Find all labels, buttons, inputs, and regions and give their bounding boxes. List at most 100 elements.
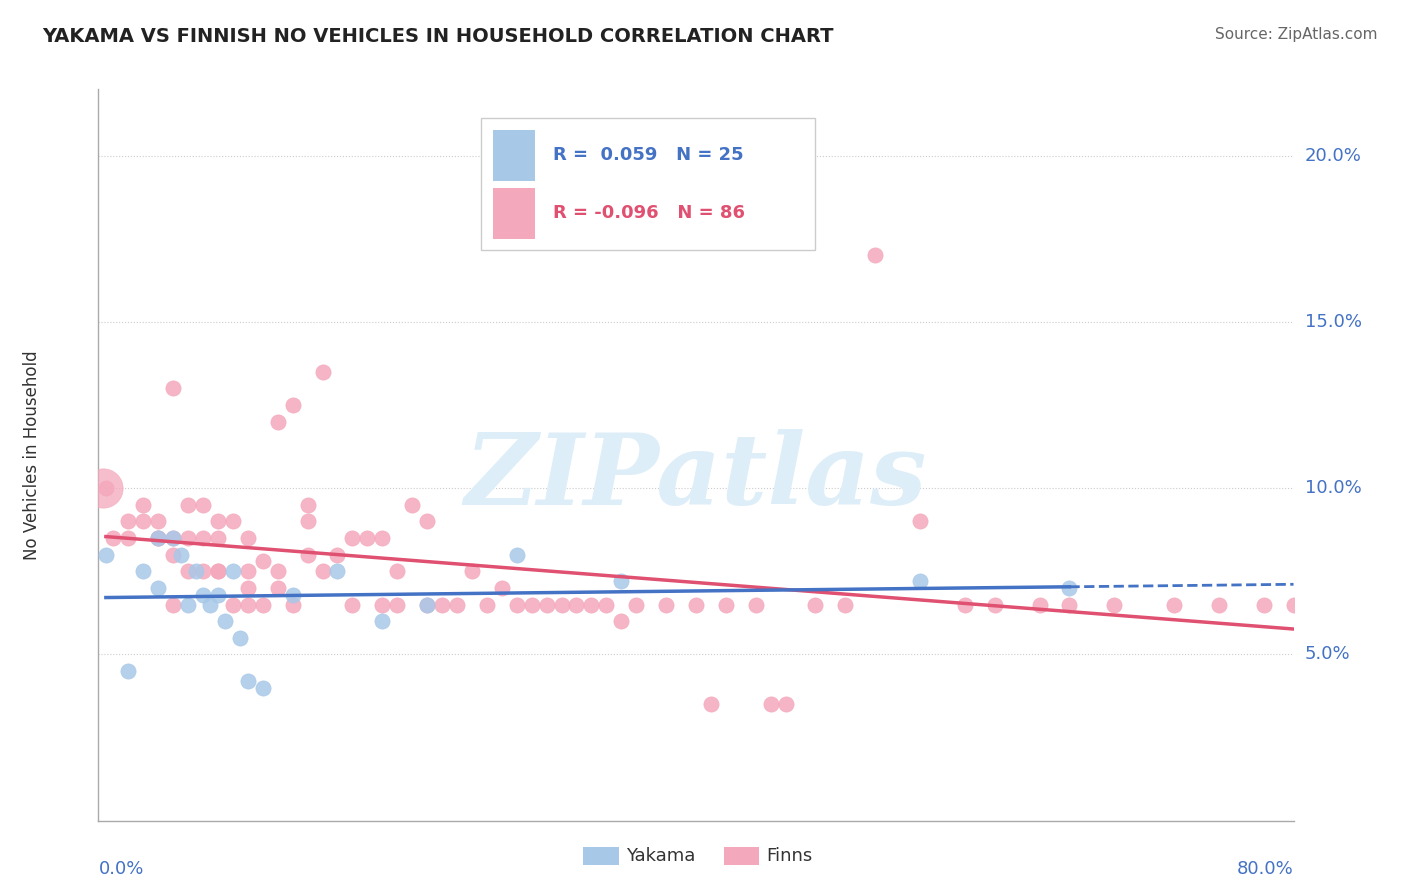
Point: [326, 564, 349, 578]
Point: [94, 548, 117, 562]
FancyBboxPatch shape: [494, 187, 534, 239]
Point: [1163, 598, 1185, 612]
Point: [759, 698, 782, 712]
Point: [491, 581, 513, 595]
FancyBboxPatch shape: [494, 129, 534, 181]
Point: [191, 498, 214, 512]
Point: [252, 598, 274, 612]
Point: [267, 415, 290, 429]
Point: [207, 564, 229, 578]
Point: [169, 548, 191, 562]
Text: ZIPatlas: ZIPatlas: [465, 429, 927, 525]
Point: [207, 588, 229, 602]
Point: [281, 398, 304, 412]
Text: Yakama: Yakama: [626, 847, 695, 865]
Point: [581, 598, 603, 612]
Point: [565, 598, 588, 612]
Point: [834, 598, 856, 612]
Point: [610, 574, 633, 589]
Point: [222, 515, 245, 529]
Point: [177, 531, 200, 545]
Point: [162, 531, 184, 545]
Point: [207, 531, 229, 545]
Point: [236, 598, 259, 612]
Point: [908, 574, 931, 589]
Point: [252, 554, 274, 568]
Point: [132, 515, 155, 529]
Point: [117, 515, 139, 529]
Point: [311, 564, 333, 578]
Point: [700, 698, 723, 712]
Point: [371, 531, 394, 545]
Point: [908, 515, 931, 529]
Point: [430, 598, 453, 612]
Point: [865, 248, 887, 262]
Point: [506, 548, 529, 562]
Point: [1059, 581, 1081, 595]
Text: 80.0%: 80.0%: [1237, 860, 1294, 878]
Point: [148, 581, 170, 595]
Text: Source: ZipAtlas.com: Source: ZipAtlas.com: [1215, 27, 1378, 42]
Point: [342, 598, 364, 612]
Point: [461, 564, 484, 578]
Text: R =  0.059   N = 25: R = 0.059 N = 25: [553, 146, 744, 164]
Text: R = -0.096   N = 86: R = -0.096 N = 86: [553, 204, 745, 222]
Point: [132, 498, 155, 512]
Point: [236, 673, 259, 688]
Point: [342, 531, 364, 545]
Point: [371, 598, 394, 612]
Point: [984, 598, 1007, 612]
Point: [401, 498, 423, 512]
Point: [416, 598, 439, 612]
Point: [714, 598, 737, 612]
Point: [148, 531, 170, 545]
Point: [311, 365, 333, 379]
Point: [610, 614, 633, 628]
Point: [177, 564, 200, 578]
Point: [117, 664, 139, 678]
Point: [191, 564, 214, 578]
Point: [520, 598, 543, 612]
Point: [297, 548, 319, 562]
Point: [177, 598, 200, 612]
FancyBboxPatch shape: [481, 119, 815, 250]
Point: [506, 598, 529, 612]
Text: 10.0%: 10.0%: [1305, 479, 1361, 497]
Point: [162, 598, 184, 612]
Text: 0.0%: 0.0%: [98, 860, 143, 878]
Point: [162, 531, 184, 545]
Point: [595, 598, 617, 612]
Point: [1059, 598, 1081, 612]
Point: [745, 598, 768, 612]
Point: [162, 548, 184, 562]
Point: [536, 598, 558, 612]
Point: [297, 498, 319, 512]
Point: [236, 581, 259, 595]
Point: [475, 598, 498, 612]
Point: [804, 598, 827, 612]
Point: [626, 598, 648, 612]
Point: [236, 564, 259, 578]
Point: [184, 564, 207, 578]
Point: [297, 515, 319, 529]
Text: Finns: Finns: [766, 847, 813, 865]
Point: [775, 698, 797, 712]
Point: [446, 598, 468, 612]
Point: [191, 531, 214, 545]
Point: [117, 531, 139, 545]
Point: [326, 548, 349, 562]
Text: 5.0%: 5.0%: [1305, 646, 1350, 664]
Point: [281, 588, 304, 602]
Point: [550, 598, 572, 612]
Text: No Vehicles in Household: No Vehicles in Household: [22, 350, 41, 560]
Point: [103, 531, 125, 545]
Point: [953, 598, 976, 612]
Point: [207, 515, 229, 529]
Point: [207, 564, 229, 578]
Point: [191, 588, 214, 602]
Point: [267, 581, 290, 595]
Text: 20.0%: 20.0%: [1305, 146, 1361, 165]
Point: [655, 598, 678, 612]
Point: [162, 381, 184, 395]
Point: [222, 564, 245, 578]
